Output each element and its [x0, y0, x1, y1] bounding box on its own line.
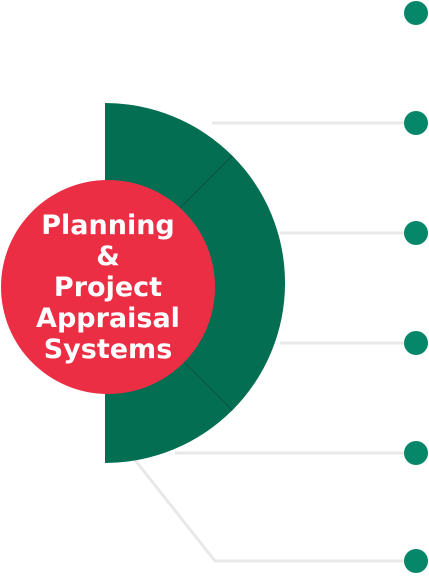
- node-dot-2: [404, 111, 428, 135]
- node-dot-5: [404, 441, 428, 465]
- center-title-line-1: Planning: [41, 210, 175, 241]
- center-title-line-2: &: [96, 241, 120, 272]
- center-title-line-5: Systems: [43, 334, 173, 365]
- node-dot-4: [404, 331, 428, 355]
- connector-line-5: [133, 459, 410, 563]
- center-title-line-3: Project: [53, 272, 163, 303]
- node-dots: [404, 1, 428, 573]
- center-title-line-4: Appraisal: [36, 303, 180, 334]
- center-title: Planning & Project Appraisal Systems: [10, 210, 206, 365]
- node-dot-1: [404, 1, 428, 25]
- connector-lines: [133, 121, 410, 563]
- center-circle: [1, 180, 215, 394]
- node-dot-3: [404, 221, 428, 245]
- node-dot-6: [404, 549, 428, 573]
